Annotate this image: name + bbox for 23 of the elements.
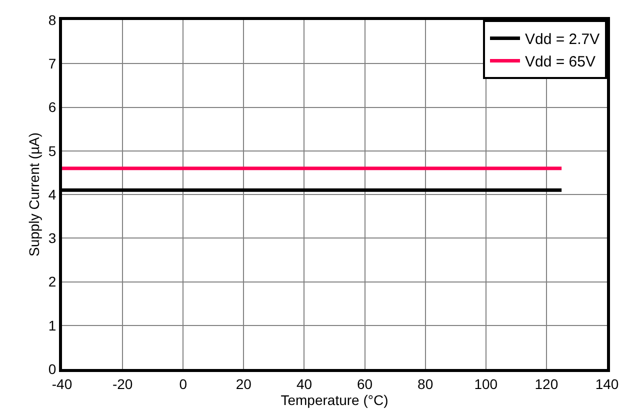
- x-axis-title: Temperature (°C): [280, 392, 388, 408]
- x-tick-label: 60: [356, 376, 373, 392]
- y-tick-label: 0: [48, 360, 56, 377]
- y-tick-label: 7: [48, 56, 56, 72]
- y-tick-label: 6: [48, 99, 56, 116]
- y-tick-label: 1: [48, 317, 56, 334]
- y-axis-title: Supply Current (µA): [26, 132, 42, 256]
- y-tick-label: 4: [48, 186, 56, 202]
- x-tick-label: 140: [595, 376, 619, 392]
- legend-label: Vdd = 65V: [525, 54, 596, 71]
- x-tick-label: -20: [112, 376, 133, 392]
- y-tick-label: 2: [48, 274, 56, 290]
- legend-label: Vdd = 2.7V: [525, 31, 600, 48]
- y-tick-label: 5: [48, 142, 56, 159]
- x-tick-label: 80: [418, 376, 434, 392]
- x-tick-label: 0: [179, 376, 188, 392]
- x-tick-label: -40: [52, 376, 72, 392]
- y-tick-label: 3: [48, 230, 56, 246]
- y-tick-label: 8: [48, 12, 56, 28]
- x-tick-label: 20: [236, 376, 252, 392]
- x-tick-label: 120: [534, 376, 558, 392]
- x-tick-label: 40: [296, 376, 312, 392]
- x-tick-label: 100: [474, 376, 498, 392]
